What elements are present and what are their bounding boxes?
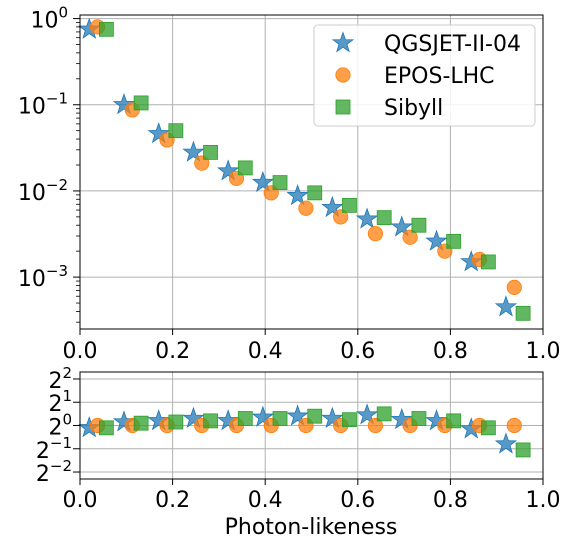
main-plot-frame [79,14,544,330]
main-point-star [390,215,413,237]
main-point-circle [298,200,314,216]
main-x-tick-label: 0.6 [340,339,375,364]
main-point-square [342,197,357,213]
main-point-star [425,229,448,251]
chart-legend: QGSJET-II-04 EPOS-LHC Sibyll [313,24,536,127]
legend-label: QGSJET-II-04 [384,32,521,57]
ratio-point-star [182,406,205,429]
main-point-square [237,160,253,176]
main-point-star [217,159,240,181]
main-point-star [182,140,205,162]
main-x-tick-label: 0.2 [155,339,190,364]
legend-marker-square [335,99,351,115]
main-point-square [446,233,462,249]
main-point-circle [367,225,383,242]
ratio-x-tick-label: 0.4 [248,488,283,513]
ratio-point-square [446,413,462,429]
main-point-square [376,210,392,226]
main-plot-panel: 0.0 0.2 0.4 0.6 0.8 1.0 100 10−1 10−2 10−3 [18,4,561,364]
legend-marker-star [331,31,355,53]
main-x-tick-label: 0.4 [248,339,283,364]
legend-label: EPOS-LHC [384,64,495,89]
main-x-tick-label: 1.0 [526,339,561,364]
ratio-y-tick-label: 2−1 [36,434,72,464]
ratio-point-star [251,405,275,427]
ratio-point-star [217,409,240,431]
main-point-square [168,123,184,139]
ratio-point-square [376,406,392,422]
ratio-point-star [286,404,309,426]
legend-label: Sibyll [384,96,443,121]
main-point-star [494,295,518,317]
ratio-point-square [203,413,218,429]
main-point-star [321,195,344,218]
ratio-point-square [515,442,531,458]
legend-box [313,24,536,127]
main-point-star [286,184,309,206]
main-point-square [480,254,496,270]
ratio-point-star [425,409,448,431]
main-y-tick-label: 100 [30,4,68,34]
ratio-point-circle [506,417,522,434]
ratio-point-square [272,411,288,426]
main-y-tick-label: 10−1 [18,90,68,120]
ratio-point-square [342,412,357,428]
main-point-square [307,185,323,201]
ratio-point-square [168,414,184,430]
main-point-circle [506,279,522,295]
ratio-point-star [147,409,170,431]
main-point-square [515,305,531,321]
ratio-point-square [237,411,253,426]
main-point-square [411,217,427,233]
ratio-x-tick-label: 0.0 [63,488,98,513]
main-point-circle [402,229,418,245]
main-x-tick-label: 0.0 [63,339,98,364]
main-y-tick-label: 10−2 [18,176,68,206]
ratio-point-star [321,406,344,429]
ratio-point-square [411,411,427,426]
main-point-circle [333,209,349,225]
ratio-point-square [133,415,149,431]
x-axis-label: Photon-likeness [225,515,398,540]
ratio-point-circle [367,417,383,434]
main-point-square [203,144,218,160]
ratio-x-tick-label: 0.8 [433,488,468,513]
main-y-tick-label: 10−3 [18,262,68,292]
ratio-point-star [390,407,413,430]
ratio-point-square [480,420,496,436]
ratio-y-tick-label: 22 [48,364,72,394]
ratio-x-tick-label: 0.2 [155,488,190,513]
ratio-point-star [494,432,518,454]
ratio-y-tick-label: 21 [48,387,72,417]
main-point-square [272,175,288,190]
ratio-point-square [307,408,323,424]
ratio-x-tick-label: 1.0 [526,488,561,513]
main-point-square [98,21,114,37]
ratio-y-tick-label: 2−2 [36,457,72,487]
ratio-point-square [98,420,114,436]
legend-marker-circle [335,67,351,83]
ratio-point-star [355,403,379,425]
main-point-star [112,93,136,115]
main-x-tick-label: 0.8 [433,339,468,364]
main-point-square [133,95,149,111]
main-point-star [147,122,170,144]
main-point-star [251,170,275,193]
ratio-y-tick-label: 20 [48,411,72,441]
ratio-x-tick-label: 0.6 [340,488,375,513]
main-point-star [355,207,379,229]
